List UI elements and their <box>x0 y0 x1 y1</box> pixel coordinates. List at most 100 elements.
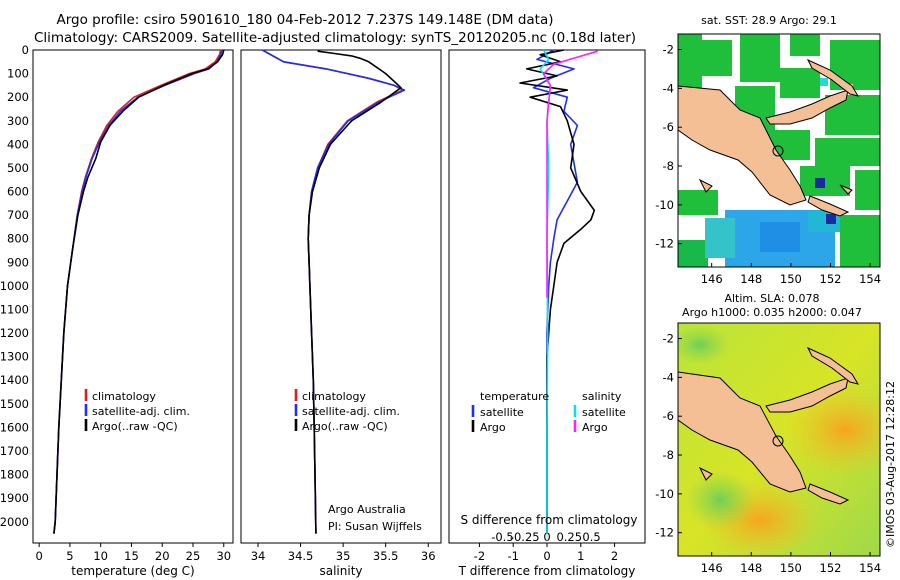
sla-map: Altim. SLA: 0.078 Argo h1000: 0.035 h200… <box>655 292 881 575</box>
sla-land <box>678 371 807 493</box>
s-difference-label: S difference from climatology <box>461 513 638 527</box>
lon-tick-label: 146 <box>701 272 723 286</box>
x-tick-label: 10 <box>93 549 108 563</box>
lat-tick-label: -4 <box>663 81 674 95</box>
sla-low <box>685 470 755 530</box>
salinity-xlabel: salinity <box>319 564 362 578</box>
sst-field-blue <box>705 78 853 267</box>
sla-new-britain <box>765 377 849 413</box>
imos-credit: ©IMOS 03-Aug-2017 12:28:12 <box>884 381 897 548</box>
temperature-xlabel: temperature (deg C) <box>71 564 194 578</box>
x-tick-label: 34 <box>251 549 266 563</box>
sst-islands <box>698 178 853 217</box>
depth-tick-label: 0 <box>22 43 29 57</box>
sst-map: sat. SST: 28.9 Argo: 29.1 <box>655 14 881 286</box>
x-tick-label: 35 <box>336 549 351 563</box>
x-tick-label: 0 <box>35 549 42 563</box>
legend-label: climatology <box>302 390 366 403</box>
legend-label: Argo <box>582 421 608 434</box>
sst-map-frame <box>677 33 881 268</box>
x-tick-label: 36 <box>421 549 436 563</box>
lon-tick-label: 150 <box>780 561 802 575</box>
salinity-panel: 34 34.5 35 35.5 36 salinity climatology satel… <box>240 49 442 578</box>
sla-islands <box>698 466 850 505</box>
depth-tick-label: 400 <box>7 137 29 151</box>
salinity-lines <box>261 49 406 534</box>
temperature-plot-frame <box>32 49 234 544</box>
x-tick-label: 25 <box>186 549 201 563</box>
s-tick-label: -0.25 <box>510 530 540 544</box>
lat-tick-label: -4 <box>663 370 674 384</box>
x-tick-label: 35.5 <box>373 549 399 563</box>
salinity-legend: climatology satellite-adj. clim. Argo(..ra… <box>294 389 400 433</box>
title-line-2: Climatology: CARS2009. Satellite-adjuste… <box>34 30 636 46</box>
depth-tick-label: 100 <box>7 67 29 81</box>
sla-low-2 <box>678 325 730 365</box>
temperature-legend: climatology satellite-adj. clim. Argo(..ra… <box>84 389 190 433</box>
sla-high <box>785 385 880 475</box>
lon-tick-label: 148 <box>740 561 762 575</box>
sst-new-ireland <box>806 58 860 97</box>
depth-tick-label: 1000 <box>0 279 29 293</box>
depth-tick-label: 1800 <box>0 468 29 482</box>
s-argo-line <box>542 50 598 298</box>
sla-new-ireland <box>806 346 860 385</box>
depth-tick-label: 500 <box>7 161 29 175</box>
depth-tick-label: 700 <box>7 208 29 222</box>
t-satellite-line <box>532 49 579 534</box>
x-tick-label: 2 <box>611 549 618 563</box>
lat-tick-label: -12 <box>655 526 674 540</box>
s-tick-label: -0.5 <box>491 530 513 544</box>
argo-australia-text: Argo Australia <box>328 503 406 516</box>
depth-tick-label: 1500 <box>0 397 29 411</box>
salinity-plot-frame <box>240 49 442 544</box>
x-tick-label: 20 <box>155 549 170 563</box>
x-tick-label: 34.5 <box>288 549 314 563</box>
lat-tick-label: -8 <box>663 448 674 462</box>
depth-tick-label: 1700 <box>0 444 29 458</box>
legend-label: satellite <box>480 406 524 419</box>
lon-tick-label: 154 <box>859 272 881 286</box>
x-tick-label: -1 <box>507 549 518 563</box>
x-tick-label: -2 <box>474 549 485 563</box>
s-tick-label: 0.25 <box>556 530 582 544</box>
sst-map-ticks: 146 148 150 152 154 -2 -4 -6 -8 -10 -12 <box>655 43 881 286</box>
legend-salinity-title: salinity <box>582 390 622 403</box>
pi-text: PI: Susan Wijffels <box>328 520 422 533</box>
legend-label: climatology <box>92 390 156 403</box>
depth-tick-label: 200 <box>7 90 29 104</box>
depth-tick-label: 1400 <box>0 373 29 387</box>
argo-raw-qc-line <box>53 49 225 534</box>
x-tick-label: 5 <box>66 549 73 563</box>
difference-xticks: -2 -1 0 1 2-0.5-0.25 0 0.25 0.5 <box>474 530 619 563</box>
sla-map-frame <box>677 322 881 557</box>
lat-tick-label: -10 <box>655 198 674 212</box>
sla-map-title-2: Argo h1000: 0.035 h2000: 0.047 <box>682 306 862 319</box>
sst-map-title: sat. SST: 28.9 Argo: 29.1 <box>701 14 837 27</box>
lat-tick-label: -8 <box>663 159 674 173</box>
lon-tick-label: 146 <box>701 561 723 575</box>
sla-argo-location <box>772 435 784 447</box>
sst-land <box>678 85 807 206</box>
depth-tick-label: 600 <box>7 185 29 199</box>
x-tick-label: 1 <box>577 549 584 563</box>
lon-tick-label: 150 <box>780 272 802 286</box>
sst-argo-location <box>772 145 784 157</box>
lat-tick-label: -2 <box>663 43 674 57</box>
depth-tick-label: 1300 <box>0 350 29 364</box>
t-argo-line <box>519 49 596 534</box>
x-tick-label: 15 <box>124 549 139 563</box>
legend-label: satellite-adj. clim. <box>302 405 400 418</box>
sla-map-title-1: Altim. SLA: 0.078 <box>724 292 819 305</box>
s-tick-label: 0.5 <box>582 530 600 544</box>
legend-label: satellite-adj. clim. <box>92 405 190 418</box>
lon-tick-label: 154 <box>859 561 881 575</box>
depth-tick-label: 1600 <box>0 420 29 434</box>
lat-tick-label: -2 <box>663 332 674 346</box>
t-difference-xlabel: T difference from climatology <box>458 564 636 578</box>
lat-tick-label: -6 <box>663 120 674 134</box>
depth-axis: 0 100 200 300 400 500 600 700 800 900 1000 1100 1200… <box>0 43 453 529</box>
depth-tick-label: 1900 <box>0 491 29 505</box>
depth-tick-label: 1200 <box>0 326 29 340</box>
